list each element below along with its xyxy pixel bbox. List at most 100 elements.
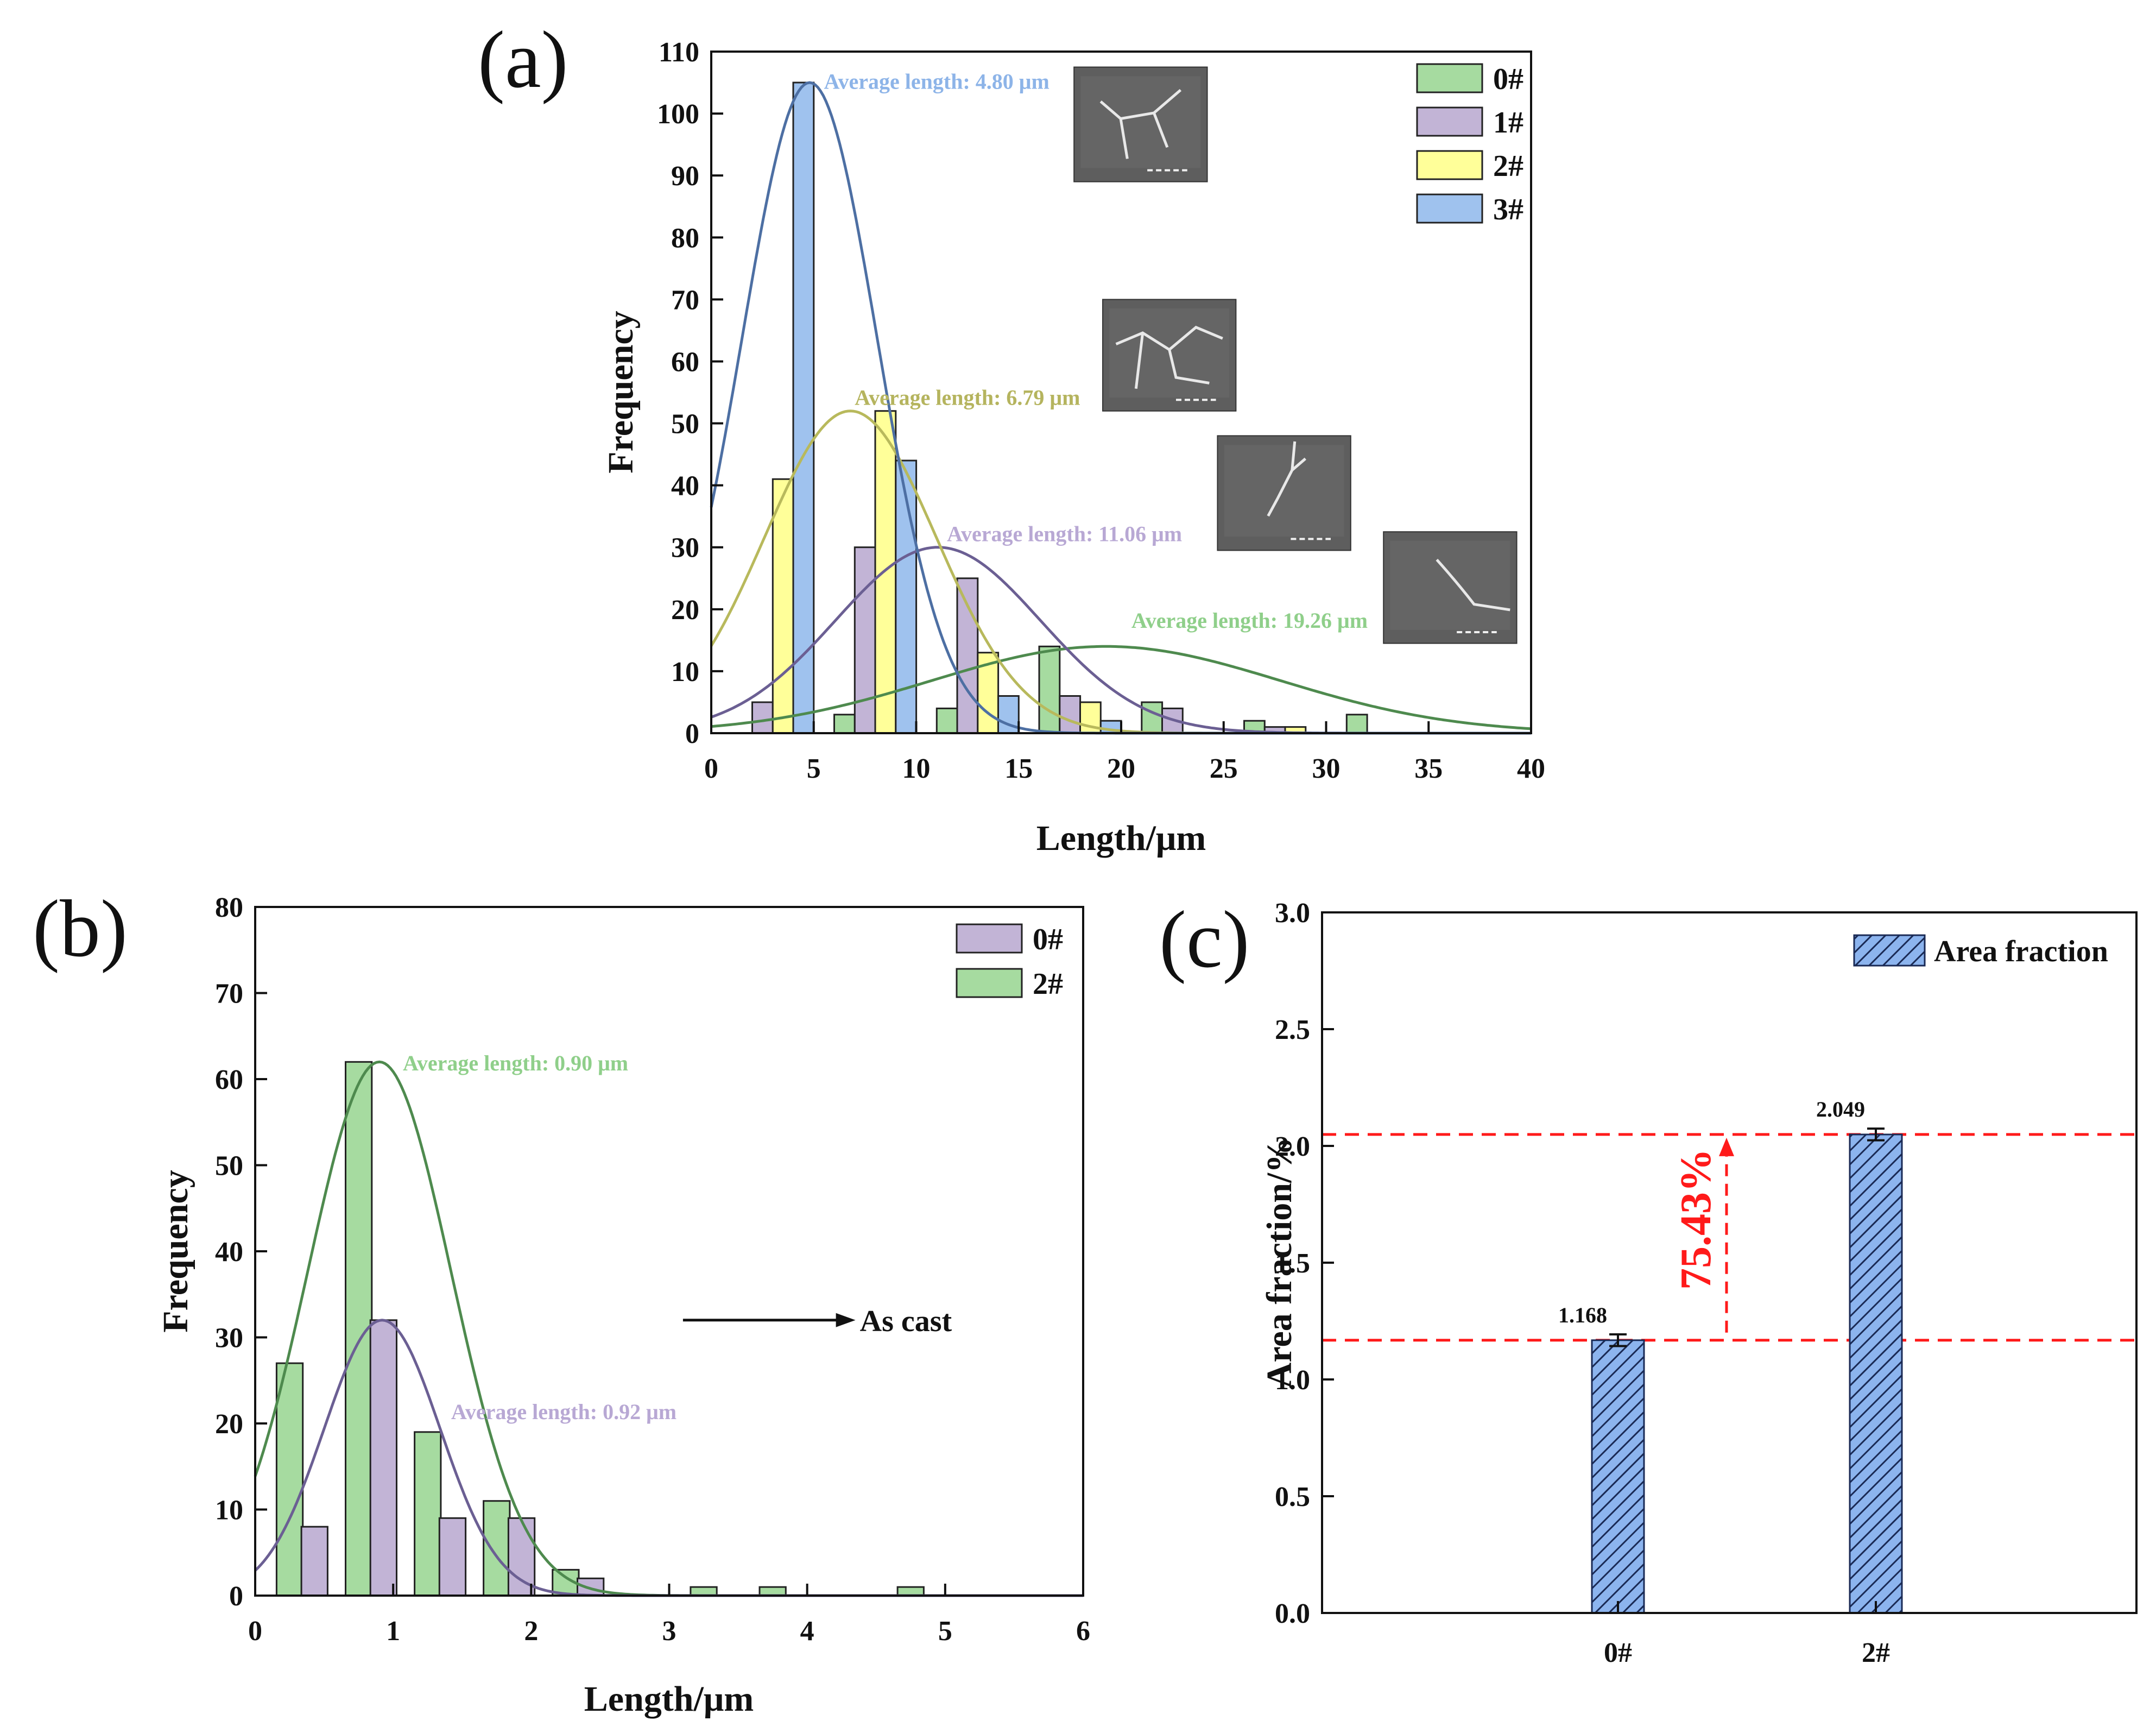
- x-axis-title: Length/μm: [584, 1679, 754, 1719]
- x-tick-label: 5: [807, 753, 821, 784]
- average-length-label: Average length: 0.90 μm: [403, 1051, 628, 1075]
- reference-lines: [1322, 1133, 2136, 1342]
- arrow-head: [836, 1313, 856, 1327]
- y-tick-label: 100: [657, 99, 699, 130]
- inset-images: [1073, 66, 1518, 644]
- y-tick-label: 40: [215, 1237, 243, 1268]
- sem-image-1: [1217, 435, 1351, 551]
- average-length-label: Average length: 4.80 μm: [824, 69, 1049, 93]
- average-length-labels: Average length: 4.80 μm Average length: 6…: [824, 69, 1368, 633]
- y-tick-label: 110: [659, 37, 699, 68]
- bars: 1.168 2.049: [1558, 1097, 1903, 1614]
- y-axis-title: Area fraction/%: [1260, 1137, 1299, 1388]
- x-tick-label: 2: [524, 1616, 538, 1647]
- y-tick-label: 50: [215, 1151, 243, 1182]
- x-tick-label: 15: [1004, 753, 1033, 784]
- legend-swatch-0: [956, 923, 1023, 954]
- bar-0-2: [1038, 645, 1061, 734]
- x-tick-label: 3: [662, 1616, 676, 1647]
- x-tick-label: 25: [1210, 753, 1238, 784]
- legend-swatch-3: [1416, 193, 1483, 224]
- x-tick-label: 10: [902, 753, 931, 784]
- x-tick-label: 40: [1517, 753, 1545, 784]
- y-tick-label: 0: [229, 1581, 243, 1612]
- bar-0-1: [935, 707, 958, 734]
- sem-texture: [1224, 445, 1344, 537]
- y-tick-label: 3.0: [1275, 898, 1310, 929]
- x-tick-label: 0: [704, 753, 718, 784]
- legend-swatch-1: [1416, 106, 1483, 137]
- legend-label: 0#: [1033, 923, 1063, 956]
- legend-label: Area fraction: [1934, 935, 2108, 968]
- bar-2-3: [483, 1500, 511, 1597]
- legend: Area fraction: [1853, 934, 2108, 968]
- y-tick-label: 50: [671, 409, 699, 440]
- y-tick-label: 30: [215, 1323, 243, 1354]
- legend-label: 3#: [1493, 193, 1523, 226]
- legend-swatch-2: [956, 968, 1023, 998]
- x-tick-label: 6: [1076, 1616, 1090, 1647]
- y-tick-label: 80: [215, 892, 243, 923]
- bar-0: [1591, 1339, 1645, 1614]
- panel-b-label: (b): [33, 884, 128, 974]
- x-axis-ticks: 0 5 10 15 20 25 30 35 40: [704, 721, 1545, 784]
- x-tick-label: 35: [1414, 753, 1443, 784]
- legend-label: 0#: [1493, 62, 1523, 96]
- x-tick-label: 1: [386, 1616, 400, 1647]
- average-length-labels: Average length: 0.90 μm Average length: 0…: [403, 1051, 676, 1424]
- sem-grain-boundary: [1436, 558, 1510, 612]
- y-tick-label: 60: [671, 346, 699, 377]
- legend-swatch-0: [1416, 63, 1483, 93]
- bar-0-0: [833, 714, 856, 734]
- y-axis-title: Frequency: [156, 1170, 195, 1332]
- legend: 0# 1# 2# 3#: [1416, 62, 1523, 226]
- sem-texture: [1080, 76, 1201, 168]
- sem-image-3: [1073, 66, 1208, 182]
- x-tick-label: 2#: [1862, 1637, 1890, 1668]
- bars: [751, 81, 1368, 734]
- y-tick-label: 30: [671, 533, 699, 564]
- y-tick-label: 80: [671, 223, 699, 254]
- value-label: 1.168: [1558, 1303, 1607, 1327]
- y-axis-ticks: 0.0 0.5 1.0 1.5 2.0 2.5 3.0: [1275, 898, 1334, 1629]
- value-label: 2.049: [1816, 1097, 1865, 1121]
- sem-grain-boundary: [1115, 325, 1223, 389]
- sem-image-0: [1383, 531, 1518, 644]
- bars: [275, 1061, 925, 1597]
- fit-curve-0: [711, 645, 1532, 730]
- bar-2-2: [414, 1431, 442, 1597]
- average-length-label: Average length: 6.79 μm: [855, 385, 1080, 409]
- y-tick-label: 2.0: [1275, 1131, 1310, 1162]
- y-tick-label: 1.0: [1275, 1365, 1310, 1396]
- average-length-label: Average length: 11.06 μm: [947, 521, 1182, 546]
- bar-0-5: [1345, 714, 1368, 734]
- y-tick-label: 1.5: [1275, 1248, 1310, 1279]
- panel-a-label: (a): [478, 15, 568, 105]
- x-tick-label: 4: [800, 1616, 814, 1647]
- legend-swatch-2: [1416, 150, 1483, 180]
- bar-1-3: [1059, 695, 1082, 734]
- y-tick-label: 20: [215, 1409, 243, 1440]
- y-tick-label: 60: [215, 1064, 243, 1095]
- legend-swatch-area-fraction: [1853, 934, 1926, 967]
- bar-0-2: [438, 1517, 467, 1597]
- bar-1-0: [751, 701, 774, 734]
- as-cast-label: As cast: [860, 1305, 952, 1338]
- y-tick-label: 70: [671, 285, 699, 316]
- legend-label: 2#: [1033, 967, 1063, 1001]
- x-axis-ticks: 0 1 2 3 4 5 6: [248, 1584, 1090, 1647]
- bar-2-1: [874, 410, 897, 734]
- average-length-label: Average length: 19.26 μm: [1131, 608, 1368, 633]
- increase-label: 75.43%: [1672, 1149, 1720, 1290]
- y-tick-label: 0.5: [1275, 1482, 1310, 1513]
- x-axis-ticks: 0# 2#: [1604, 1601, 1890, 1668]
- average-length-label: Average length: 0.92 μm: [451, 1400, 676, 1424]
- y-axis-ticks: 0 10 20 30 40 50 60 70 80 90 100 110: [657, 37, 723, 749]
- x-tick-label: 0#: [1604, 1637, 1632, 1668]
- sem-grain-boundary: [1099, 89, 1182, 159]
- legend: 0#2#: [956, 923, 1063, 1001]
- bar-1-2: [956, 577, 979, 734]
